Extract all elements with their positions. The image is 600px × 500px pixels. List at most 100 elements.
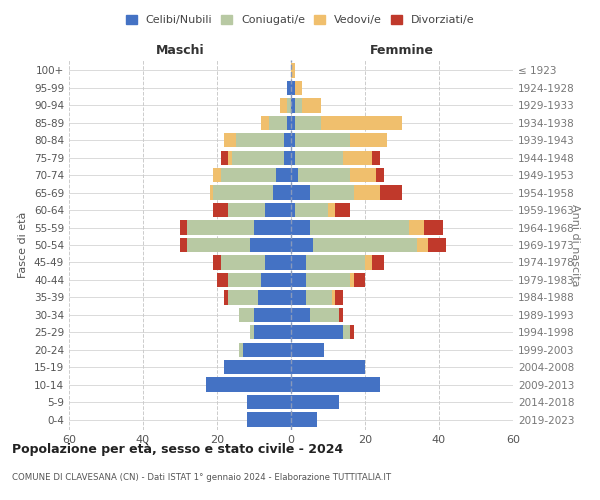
- Bar: [328, 203, 335, 217]
- Bar: [262, 273, 291, 287]
- Bar: [409, 220, 424, 234]
- Bar: [221, 168, 276, 182]
- Bar: [284, 133, 291, 148]
- Bar: [272, 186, 291, 200]
- Bar: [291, 168, 298, 182]
- Bar: [295, 133, 350, 148]
- Text: Popolazione per età, sesso e stato civile - 2024: Popolazione per età, sesso e stato civil…: [12, 442, 343, 456]
- Bar: [291, 98, 295, 112]
- Bar: [350, 133, 387, 148]
- Bar: [306, 256, 365, 270]
- Bar: [295, 150, 343, 165]
- Bar: [291, 273, 306, 287]
- Bar: [250, 238, 291, 252]
- Bar: [380, 186, 402, 200]
- Y-axis label: Anni di nascita: Anni di nascita: [570, 204, 580, 286]
- Bar: [306, 290, 332, 304]
- Bar: [214, 168, 221, 182]
- Bar: [350, 168, 376, 182]
- Bar: [269, 116, 287, 130]
- Bar: [343, 325, 350, 340]
- Bar: [291, 325, 343, 340]
- Bar: [254, 220, 291, 234]
- Bar: [354, 186, 380, 200]
- Bar: [239, 342, 243, 357]
- Bar: [180, 238, 187, 252]
- Bar: [373, 150, 380, 165]
- Bar: [280, 98, 287, 112]
- Bar: [228, 203, 265, 217]
- Bar: [287, 98, 291, 112]
- Bar: [239, 308, 254, 322]
- Bar: [424, 220, 443, 234]
- Bar: [291, 395, 339, 409]
- Bar: [214, 186, 272, 200]
- Y-axis label: Fasce di età: Fasce di età: [19, 212, 28, 278]
- Bar: [291, 116, 295, 130]
- Bar: [376, 168, 383, 182]
- Bar: [350, 273, 354, 287]
- Bar: [232, 150, 284, 165]
- Bar: [291, 308, 310, 322]
- Bar: [291, 256, 306, 270]
- Bar: [187, 238, 250, 252]
- Bar: [291, 64, 295, 78]
- Bar: [287, 116, 291, 130]
- Bar: [350, 325, 354, 340]
- Bar: [209, 186, 214, 200]
- Bar: [295, 98, 302, 112]
- Bar: [291, 378, 380, 392]
- Bar: [291, 290, 306, 304]
- Bar: [221, 256, 265, 270]
- Bar: [180, 220, 187, 234]
- Bar: [295, 203, 328, 217]
- Bar: [354, 273, 365, 287]
- Bar: [265, 256, 291, 270]
- Bar: [291, 203, 295, 217]
- Bar: [224, 133, 235, 148]
- Bar: [339, 308, 343, 322]
- Bar: [247, 412, 291, 426]
- Bar: [298, 168, 350, 182]
- Bar: [221, 150, 228, 165]
- Bar: [214, 203, 228, 217]
- Bar: [310, 220, 409, 234]
- Bar: [428, 238, 446, 252]
- Bar: [265, 203, 291, 217]
- Bar: [247, 395, 291, 409]
- Bar: [291, 133, 295, 148]
- Bar: [310, 186, 354, 200]
- Bar: [310, 308, 339, 322]
- Bar: [224, 360, 291, 374]
- Bar: [187, 220, 254, 234]
- Bar: [276, 168, 291, 182]
- Bar: [291, 186, 310, 200]
- Bar: [295, 81, 302, 95]
- Bar: [254, 308, 291, 322]
- Bar: [332, 290, 335, 304]
- Bar: [306, 273, 350, 287]
- Bar: [228, 290, 258, 304]
- Bar: [302, 98, 320, 112]
- Bar: [284, 150, 291, 165]
- Bar: [365, 256, 373, 270]
- Bar: [291, 238, 313, 252]
- Bar: [258, 290, 291, 304]
- Bar: [291, 220, 310, 234]
- Bar: [291, 81, 295, 95]
- Bar: [250, 325, 254, 340]
- Bar: [228, 273, 262, 287]
- Bar: [320, 116, 402, 130]
- Bar: [313, 238, 417, 252]
- Bar: [417, 238, 428, 252]
- Text: Maschi: Maschi: [155, 44, 205, 58]
- Bar: [287, 81, 291, 95]
- Bar: [206, 378, 291, 392]
- Legend: Celibi/Nubili, Coniugati/e, Vedovi/e, Divorziati/e: Celibi/Nubili, Coniugati/e, Vedovi/e, Di…: [121, 10, 479, 30]
- Bar: [228, 150, 232, 165]
- Bar: [335, 290, 343, 304]
- Bar: [295, 116, 320, 130]
- Bar: [262, 116, 269, 130]
- Bar: [335, 203, 350, 217]
- Bar: [373, 256, 383, 270]
